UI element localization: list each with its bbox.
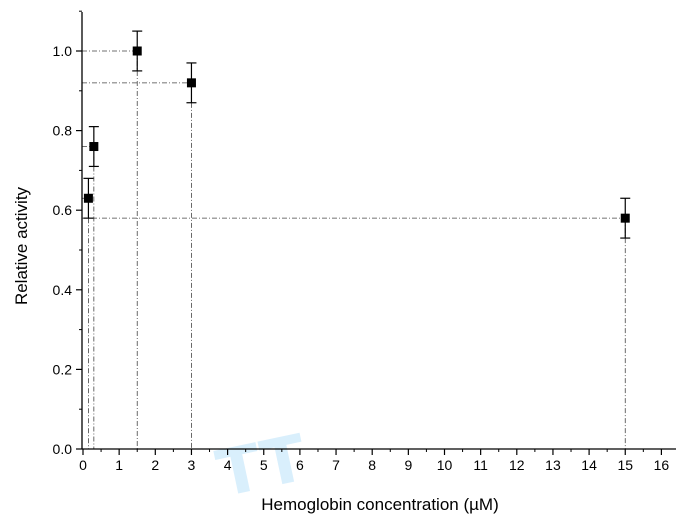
x-tick-label-5: 5 xyxy=(260,457,268,473)
x-tick-label-7: 7 xyxy=(332,457,340,473)
x-tick-label-9: 9 xyxy=(404,457,412,473)
x-axis-title: Hemoglobin concentration (µM) xyxy=(261,495,499,514)
x-tick-label-2: 2 xyxy=(151,457,159,473)
x-tick-label-1: 1 xyxy=(115,457,123,473)
data-point-4 xyxy=(621,214,630,223)
y-tick-label-5: 1.0 xyxy=(53,43,73,59)
plot-area: 0.00.20.40.60.81.00 1 2 3 4 5 6 7 8 9 10 11 12 13 14 15… xyxy=(53,11,676,473)
x-tick-label-3: 3 xyxy=(188,457,196,473)
y-tick-label-2: 0.4 xyxy=(53,282,73,298)
data-point-0 xyxy=(84,194,93,203)
x-tick-label-15: 15 xyxy=(617,457,633,473)
x-tick-label-10: 10 xyxy=(437,457,453,473)
y-axis-title: Relative activity xyxy=(12,186,31,305)
y-tick-label-1: 0.2 xyxy=(53,361,73,377)
y-tick-label-3: 0.6 xyxy=(53,202,73,218)
x-tick-label-11: 11 xyxy=(473,457,488,473)
data-point-1 xyxy=(89,142,98,151)
x-tick-label-14: 14 xyxy=(581,457,597,473)
y-tick-label-0: 0.0 xyxy=(53,441,73,457)
x-tick-label-4: 4 xyxy=(224,457,232,473)
data-point-2 xyxy=(133,47,142,56)
x-tick-label-0: 0 xyxy=(79,457,87,473)
x-tick-label-12: 12 xyxy=(509,457,525,473)
data-point-3 xyxy=(187,78,196,87)
x-tick-label-6: 6 xyxy=(296,457,304,473)
x-tick-label-16: 16 xyxy=(654,457,670,473)
y-tick-label-4: 0.8 xyxy=(53,123,73,139)
x-tick-label-13: 13 xyxy=(545,457,561,473)
x-tick-label-8: 8 xyxy=(368,457,376,473)
